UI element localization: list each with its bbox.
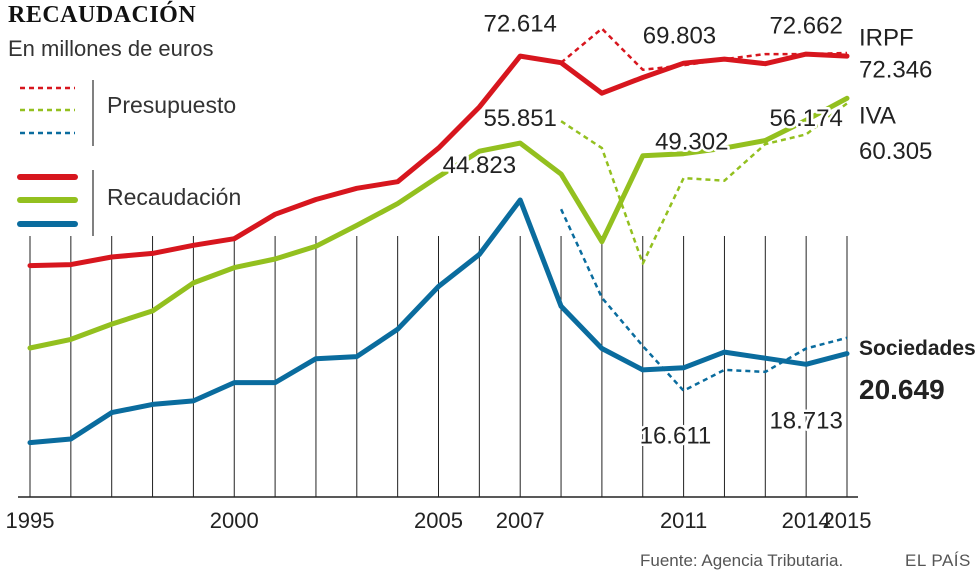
end-label-value-sociedades: 20.649 xyxy=(859,374,945,405)
x-tick-label-2011: 2011 xyxy=(660,508,707,533)
collection-line-irpf xyxy=(27,51,850,269)
end-label-name-sociedades: Sociedades xyxy=(859,337,976,360)
data-label-16-611: 16.611 xyxy=(640,423,712,450)
x-tick-label-2000: 2000 xyxy=(210,508,259,533)
end-label-name-iva: IVA xyxy=(859,103,896,130)
end-label-value-iva: 60.305 xyxy=(859,138,932,165)
data-label-18-713: 18.713 xyxy=(769,407,842,434)
data-label-69-803: 69.803 xyxy=(643,22,716,49)
legend-budget-label: Presupuesto xyxy=(107,92,237,118)
collection-series xyxy=(27,51,850,446)
chart-subtitle: En millones de euros xyxy=(8,36,214,61)
budget-line-sociedades xyxy=(559,208,848,392)
source-note: Fuente: Agencia Tributaria. xyxy=(640,551,844,570)
data-label-56-174: 56.174 xyxy=(769,105,842,132)
data-label-72-614: 72.614 xyxy=(483,11,556,38)
budget-line-iva xyxy=(560,102,848,265)
budget-series xyxy=(559,27,848,392)
end-label-name-irpf: IRPF xyxy=(859,24,914,51)
data-label-44-823: 44.823 xyxy=(443,152,516,179)
collection-line-sociedades xyxy=(27,197,850,446)
legend-collection-label: Recaudación xyxy=(107,184,242,210)
x-tick-label-2014: 2014 xyxy=(782,508,831,533)
brand-logo-text: EL PAÍS xyxy=(905,551,971,570)
data-labels: 72.614 69.803 72.662 55.851 49.302 44.823 56.1… xyxy=(440,8,976,452)
x-tick-label-2007: 2007 xyxy=(496,508,545,533)
x-tick-label-2005: 2005 xyxy=(414,508,463,533)
data-label-55-851: 55.851 xyxy=(483,105,556,132)
x-tick-label-1995: 1995 xyxy=(6,508,55,533)
x-tick-label-2015: 2015 xyxy=(823,508,872,533)
chart-title: RECAUDACIÓN xyxy=(8,2,197,28)
collection-line-iva xyxy=(27,95,850,351)
data-label-49-302: 49.302 xyxy=(655,129,728,156)
legend xyxy=(17,80,94,236)
data-label-72-662: 72.662 xyxy=(769,13,842,40)
end-label-value-irpf: 72.346 xyxy=(859,56,932,83)
